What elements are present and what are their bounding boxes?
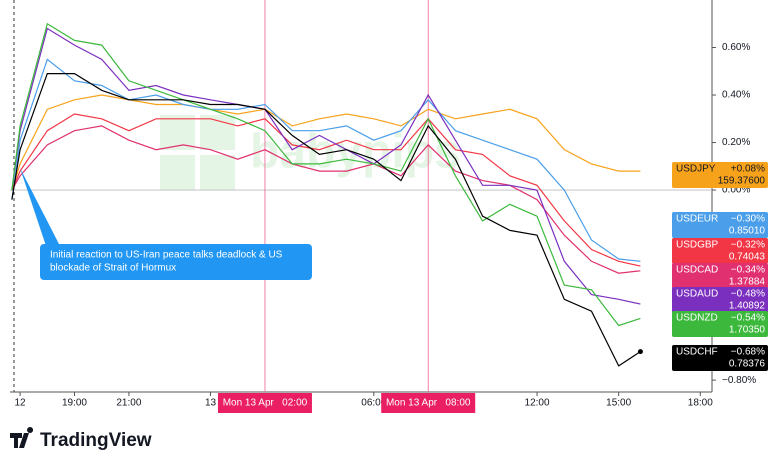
y-tick-label: 0.20% [722, 137, 750, 148]
x-tick-label: 21:00 [116, 398, 141, 409]
callout-box [40, 244, 312, 280]
series-price: 1.70350 [729, 325, 766, 336]
x-tick-label: 15:00 [606, 398, 631, 409]
highlight-label: Mon 13 Apr 02:00 [223, 398, 308, 409]
watermark-block [160, 155, 195, 190]
y-tick-label: −0.80% [722, 375, 756, 386]
series-line [11, 22, 641, 327]
series-line [11, 94, 641, 191]
series-line [11, 73, 641, 367]
price-box [672, 311, 768, 337]
brand-logo: TradingView [10, 427, 152, 451]
series-price: 159.37600 [718, 176, 766, 187]
series-name: USDAUD [676, 289, 718, 300]
series-name: USDJPY [676, 164, 716, 175]
series-price: 0.74043 [729, 252, 766, 263]
series-change: −0.54% [731, 313, 765, 324]
series-price: 0.78376 [729, 359, 766, 370]
price-box [672, 345, 768, 371]
y-tick-label: 0.40% [722, 90, 750, 101]
annotation-text: Initial reaction to US-Iran peace talks … [50, 250, 283, 261]
x-tick-label: 13 [205, 398, 217, 409]
series-change: −0.30% [731, 214, 765, 225]
series-line [11, 58, 641, 262]
y-tick-label: 0.60% [722, 42, 750, 53]
price-box [672, 263, 768, 289]
watermark-block [160, 115, 195, 150]
series-change: −0.34% [731, 265, 765, 276]
annotation-text: blockade of Strait of Hormux [50, 263, 176, 274]
series-change: −0.68% [731, 347, 765, 358]
highlight-box [217, 393, 312, 413]
series-name: USDEUR [676, 214, 718, 225]
series-change: −0.48% [731, 289, 765, 300]
end-dot [637, 349, 643, 355]
series-change: +0.08% [731, 164, 765, 175]
series-name: USDGBP [676, 240, 719, 251]
series-line [11, 27, 641, 305]
series-price: 1.40892 [729, 301, 766, 312]
x-tick-label: 06:00 [361, 398, 386, 409]
x-tick-label: 12:00 [525, 398, 550, 409]
watermark-block [200, 155, 235, 190]
y-tick-label: 0.00% [722, 185, 750, 196]
highlight-label: Mon 13 Apr 08:00 [386, 398, 471, 409]
callout-pointer [20, 168, 60, 246]
x-tick-label: 12 [15, 398, 27, 409]
price-box [672, 212, 768, 238]
series-line [11, 113, 641, 267]
x-tick-label: 19:00 [62, 398, 87, 409]
price-box [672, 287, 768, 313]
highlight-box [381, 393, 476, 413]
brand-name: TradingView [40, 430, 152, 451]
price-box [672, 238, 768, 264]
series-price: 0.85010 [729, 226, 766, 237]
series-name: USDCHF [676, 347, 718, 358]
series-name: USDCAD [676, 265, 718, 276]
series-change: −0.32% [731, 240, 765, 251]
price-box [672, 162, 768, 188]
series-line [11, 125, 641, 274]
series-name: USDNZD [676, 313, 718, 324]
x-tick-label: 18:00 [688, 398, 713, 409]
brand-icon [10, 427, 34, 448]
series-price: 1.37884 [729, 277, 766, 288]
